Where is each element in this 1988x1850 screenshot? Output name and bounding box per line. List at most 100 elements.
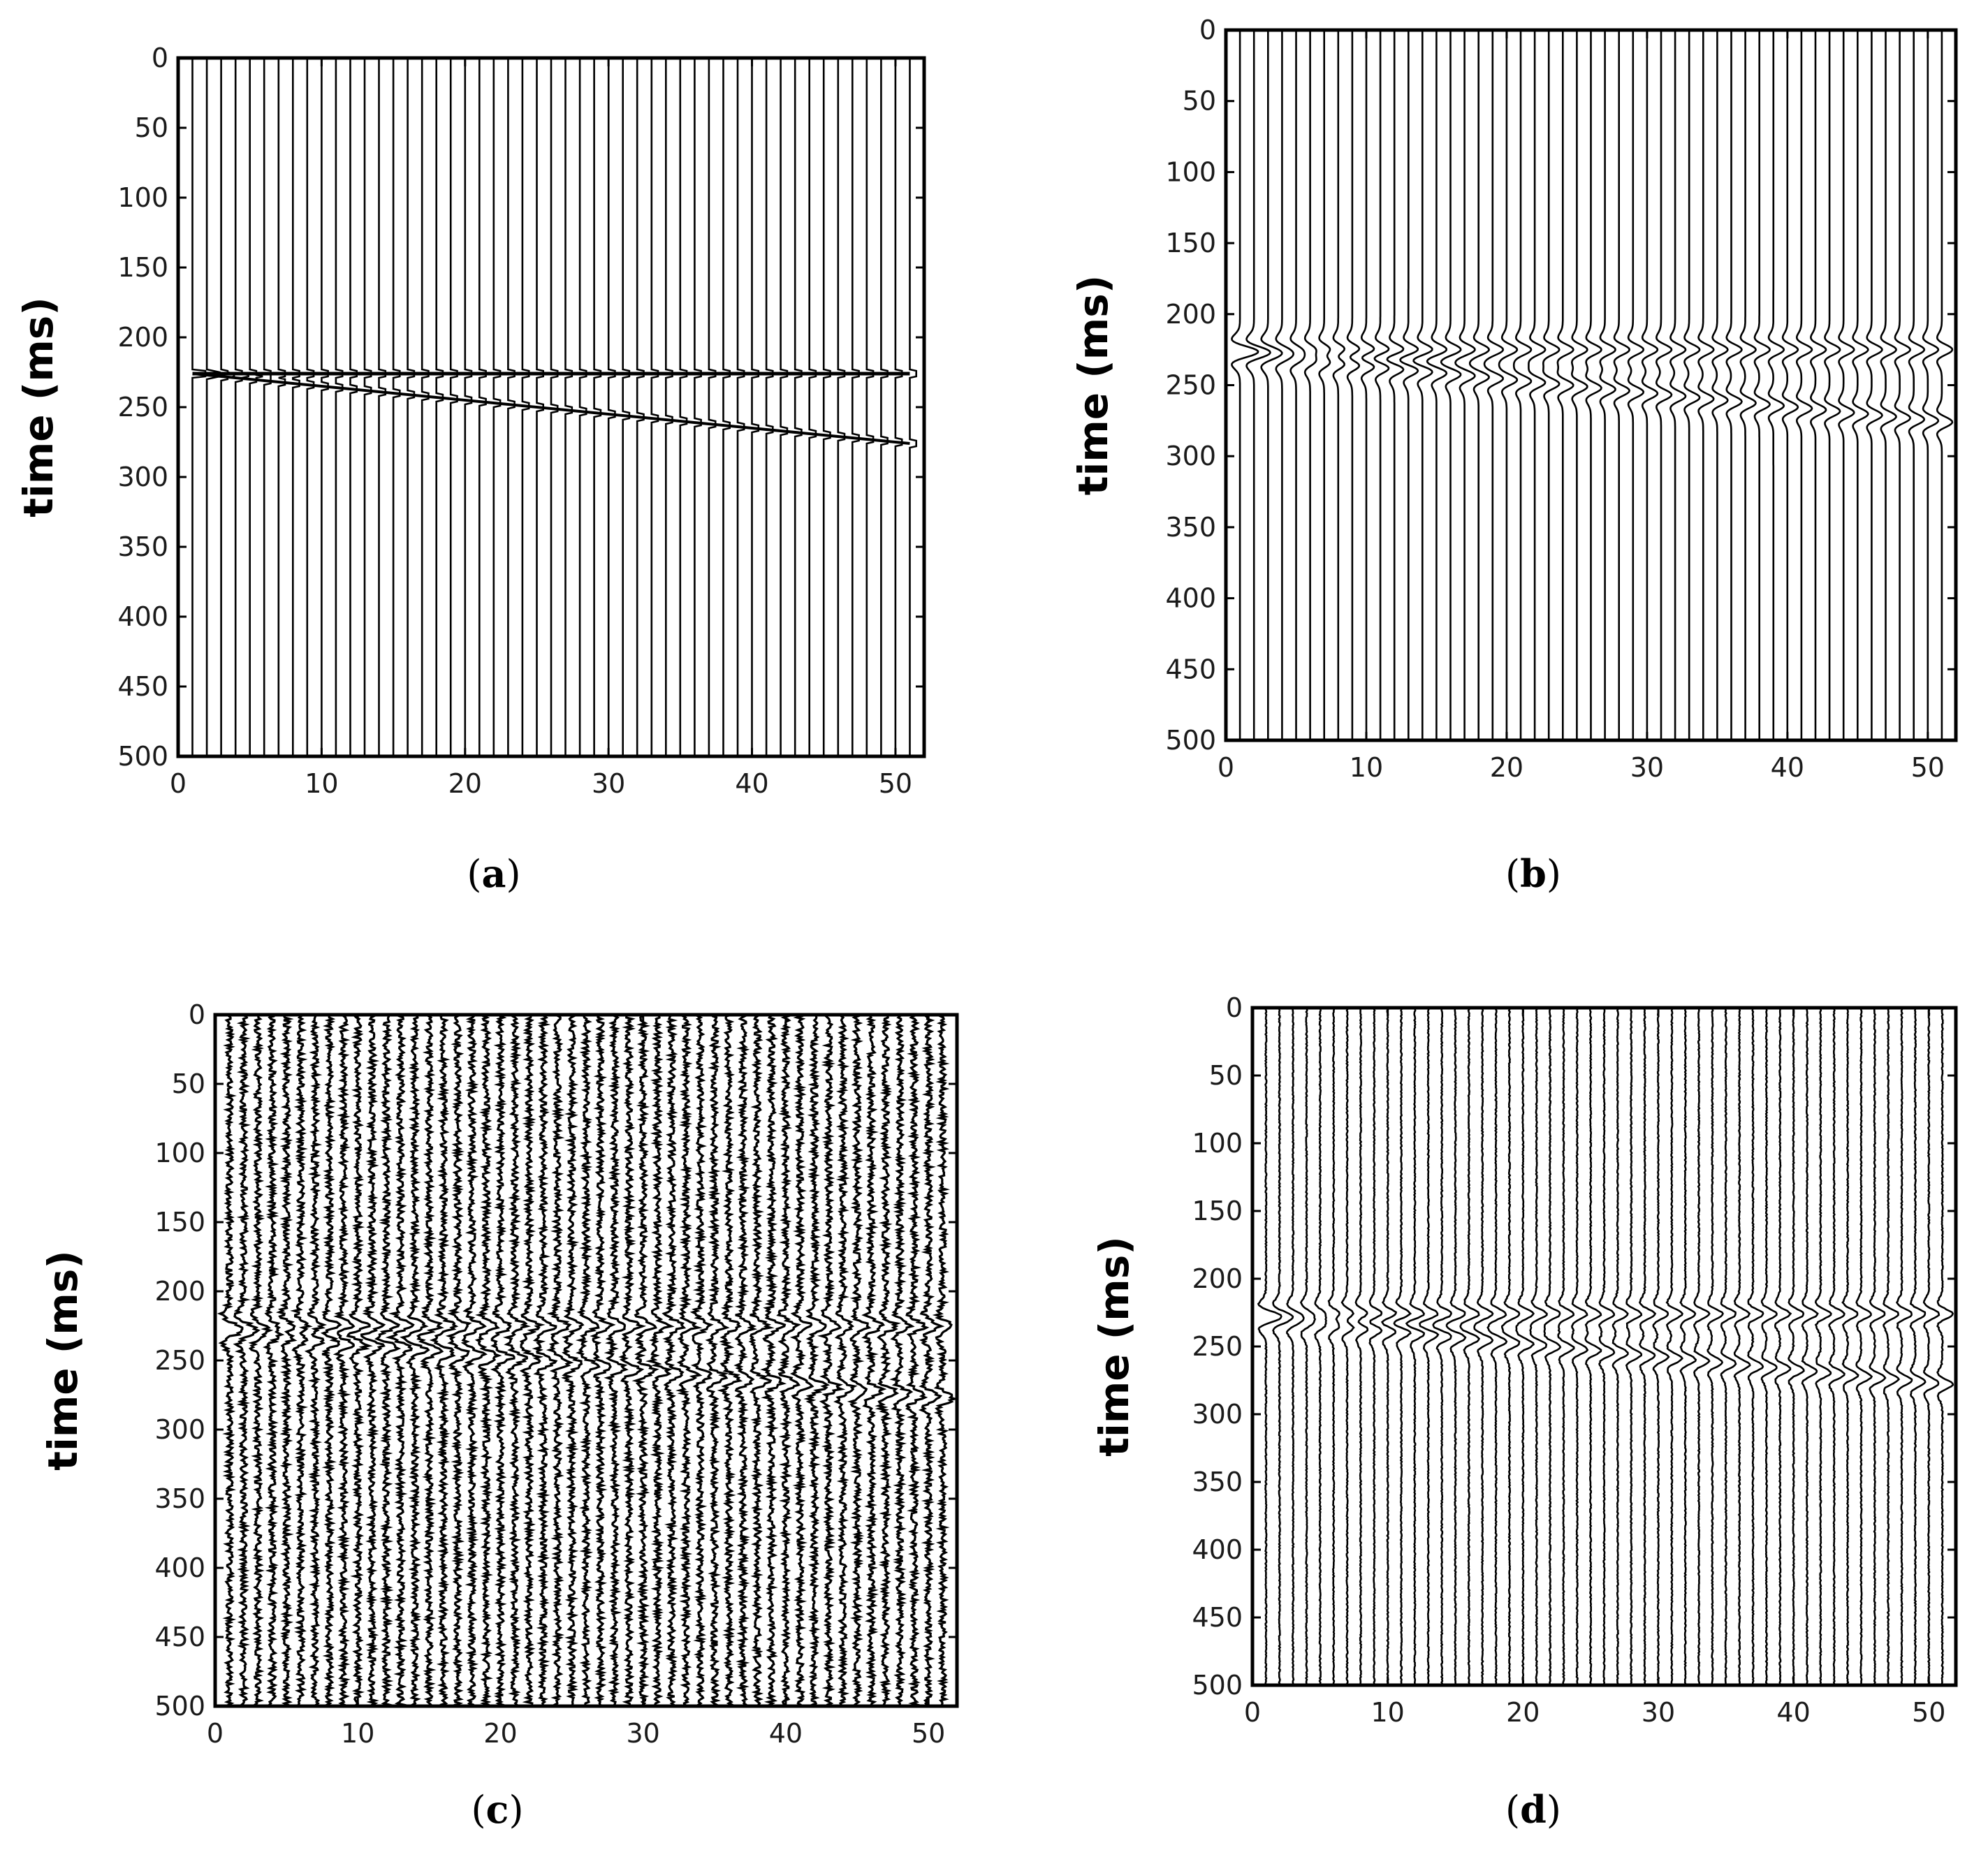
y-tick-label: 300 (117, 462, 168, 492)
trace-33 (675, 1015, 703, 1706)
trace-5 (249, 58, 263, 756)
trace-14 (1432, 1008, 1452, 1685)
trace-28 (1613, 30, 1631, 740)
trace-38 (1753, 30, 1771, 740)
trace-11 (335, 58, 344, 756)
trace-26 (1585, 30, 1602, 740)
panel-label: (a) (467, 851, 520, 896)
trace-38 (1760, 1008, 1778, 1685)
trace-31 (1665, 1008, 1683, 1685)
y-tick-label: 450 (1192, 1602, 1243, 1633)
trace-16 (407, 58, 416, 756)
trace-47 (875, 1015, 902, 1706)
x-tick-label: 30 (592, 768, 625, 799)
y-tick-label: 150 (117, 252, 168, 283)
x-tick-label: 0 (207, 1718, 224, 1749)
trace-29 (618, 1015, 647, 1706)
y-tick-label: 200 (117, 322, 168, 353)
trace-42 (1809, 30, 1827, 740)
trace-40 (1788, 1008, 1805, 1685)
trace-28 (578, 58, 587, 756)
trace-6 (290, 1015, 313, 1706)
trace-33 (650, 58, 659, 756)
y-axis-title: time (ms) (1069, 275, 1117, 496)
trace-50 (894, 58, 903, 756)
trace-22 (492, 58, 502, 756)
trace-20 (1515, 1008, 1535, 1685)
trace-3 (1260, 30, 1283, 740)
trace-9 (332, 1015, 356, 1706)
x-tick-label: 40 (769, 1718, 803, 1749)
trace-15 (1426, 30, 1448, 740)
traces (217, 1015, 957, 1706)
trace-23 (532, 1015, 558, 1706)
trace-7 (1318, 30, 1331, 740)
trace-4 (1275, 30, 1295, 740)
trace-51 (1936, 1008, 1954, 1685)
x-tick-label: 40 (735, 768, 768, 799)
trace-42 (780, 58, 789, 756)
x-tick-label: 30 (627, 1718, 660, 1749)
trace-16 (1459, 1008, 1481, 1685)
trace-47 (852, 58, 860, 756)
trace-42 (803, 1015, 831, 1706)
trace-42 (1814, 1008, 1832, 1685)
trace-12 (349, 58, 358, 756)
trace-6 (1303, 30, 1317, 740)
trace-47 (1883, 1008, 1901, 1685)
trace-36 (1733, 1008, 1751, 1685)
trace-17 (1473, 1008, 1494, 1685)
trace-23 (507, 58, 516, 756)
y-tick-label: 100 (1192, 1128, 1243, 1159)
trace-32 (636, 58, 645, 756)
y-tick-label: 300 (154, 1414, 205, 1445)
y-tick-label: 0 (189, 999, 205, 1030)
trace-15 (1445, 1008, 1467, 1685)
y-tick-label: 300 (1165, 441, 1216, 471)
trace-44 (808, 58, 817, 756)
trace-49 (880, 58, 889, 756)
trace-21 (478, 58, 487, 756)
trace-49 (1909, 1008, 1927, 1685)
y-tick-label: 250 (1165, 370, 1216, 401)
x-tick-label: 0 (1244, 1697, 1261, 1728)
x-tick-label: 30 (1642, 1697, 1675, 1728)
trace-28 (604, 1015, 629, 1706)
trace-16 (429, 1015, 459, 1706)
y-axis: 0 50 100 150 200 250 300 350 400 450 500 (154, 999, 957, 1721)
trace-19 (474, 1015, 502, 1706)
trace-35 (1711, 30, 1729, 740)
trace-3 (248, 1015, 274, 1706)
trace-2 (233, 1015, 261, 1706)
trace-30 (1641, 30, 1659, 740)
trace-20 (464, 58, 473, 756)
trace-38 (722, 58, 731, 756)
trace-5 (1314, 1008, 1327, 1685)
x-tick-label: 30 (1630, 752, 1664, 783)
trace-34 (1706, 1008, 1724, 1685)
x-tick-label: 50 (1911, 752, 1945, 783)
trace-13 (1419, 1008, 1440, 1685)
trace-34 (1697, 30, 1715, 740)
y-tick-label: 250 (117, 392, 168, 423)
x-tick-label: 0 (1218, 752, 1234, 783)
trace-15 (416, 1015, 444, 1706)
trace-14 (400, 1015, 430, 1706)
trace-10 (1360, 30, 1375, 740)
x-tick-label: 10 (305, 768, 338, 799)
trace-44 (1841, 1008, 1859, 1685)
trace-8 (292, 58, 300, 756)
trace-19 (449, 58, 458, 756)
trace-30 (631, 1015, 659, 1706)
trace-37 (1739, 30, 1757, 740)
y-tick-label: 100 (154, 1138, 205, 1168)
x-axis: 0 10 20 30 40 50 (1244, 1008, 1945, 1728)
trace-26 (575, 1015, 601, 1706)
trace-9 (1368, 1008, 1383, 1685)
trace-2 (1272, 1008, 1294, 1685)
traces (1231, 30, 1954, 740)
